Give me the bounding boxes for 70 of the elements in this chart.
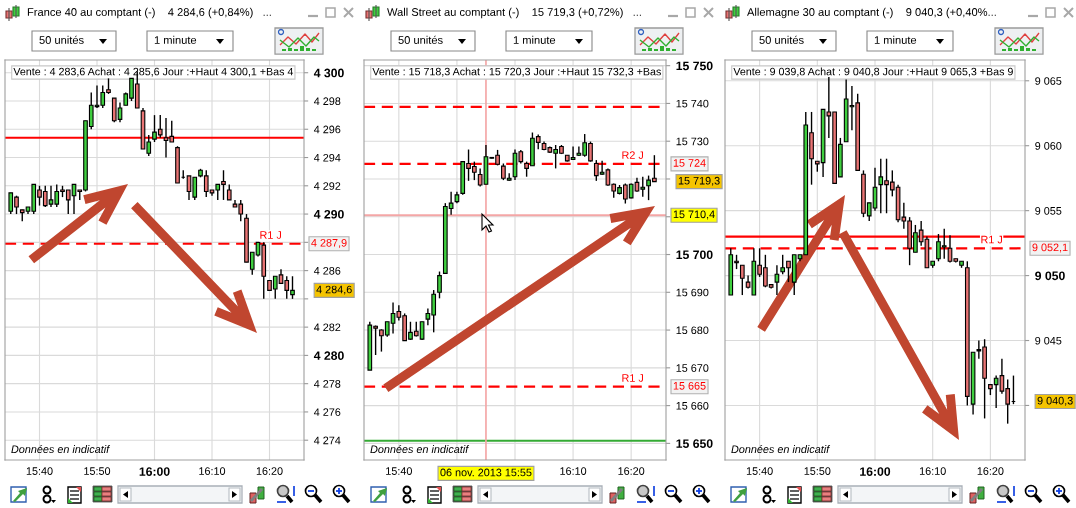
y-tick-label: 4 298 <box>313 97 341 106</box>
text: 1 minute <box>154 35 197 44</box>
x-tick-label: 15:50 <box>804 467 831 475</box>
chart-title: Allemagne 30 au comptant (-) 9 040,3 (+0,40%... <box>747 7 996 19</box>
chart-title: Wall Street au comptant (-) 15 719,3 (+0,72%) ... <box>387 7 641 19</box>
annotation: R1 J <box>622 374 643 382</box>
x-tick-label: 16:20 <box>977 467 1004 475</box>
x-tick-label: 15:50 <box>84 467 111 475</box>
y-tick-label: 4 286 <box>313 266 341 275</box>
ref-line-label: 15 724 <box>673 159 706 167</box>
y-tick-label: 15 680 <box>676 326 709 335</box>
text: 50 unités <box>759 35 804 44</box>
annotation: 4 284,6 <box>316 285 352 295</box>
annotation: R1 J <box>981 235 1002 244</box>
y-tick-label: 9 060 <box>1035 142 1062 150</box>
text: 50 unités <box>39 35 84 44</box>
x-tick-label: 16:20 <box>256 467 283 475</box>
annotation: 9 040,3 <box>1037 396 1073 406</box>
y-tick-label: 4 290 <box>313 209 344 219</box>
x-tick-label: 16:20 <box>618 467 645 475</box>
x-tick-label: 15:40 <box>746 467 773 475</box>
y-tick-label: 9 045 <box>1035 336 1062 345</box>
ref-line-label: 4 287,9 <box>311 238 347 248</box>
y-tick-label: 15 690 <box>676 288 709 297</box>
text: Vente : 15 718,3 Achat : 15 720,3 Jour :+Haut 15 732,3 +Bas <box>372 67 661 77</box>
annotation: Données en indicatif <box>11 444 111 454</box>
annotation: 15 719,3 <box>678 176 720 186</box>
ref-line-label: 06 nov. 2013 15:55 <box>440 468 532 477</box>
x-tick-label: 16:10 <box>919 467 946 475</box>
annotation: Données en indicatif <box>731 444 831 454</box>
y-tick-label: 4 276 <box>313 408 341 416</box>
y-tick-label: 9 050 <box>1035 271 1065 281</box>
text: Vente : 9 039,8 Achat : 9 040,8 Jour :+Haut 9 065,3 +Bas 9 <box>733 67 1013 77</box>
y-tick-label: 4 294 <box>313 153 341 162</box>
candlestick <box>739 264 745 296</box>
ref-line-label: 15 710,4 <box>673 210 715 220</box>
text: 1 minute <box>513 35 556 44</box>
x-tick-label: 16:00 <box>860 467 891 476</box>
x-tick-label: 16:10 <box>560 467 587 475</box>
annotation: R1 J <box>260 231 281 239</box>
x-tick-label: 15:40 <box>26 467 53 475</box>
y-tick-label: 4 296 <box>313 125 341 134</box>
y-tick-label: 4 300 <box>313 68 344 78</box>
annotation: R2 J <box>622 151 643 159</box>
y-tick-label: 15 660 <box>676 401 709 410</box>
x-tick-label: 16:10 <box>199 467 226 475</box>
y-tick-label: 15 750 <box>676 61 713 71</box>
y-tick-label: 4 280 <box>313 351 344 360</box>
y-tick-label: 15 670 <box>676 364 709 372</box>
ref-line-label: 15 665 <box>673 381 706 390</box>
x-tick-label: 15:40 <box>386 467 412 475</box>
y-tick-label: 9 065 <box>1035 77 1062 85</box>
text: 50 unités <box>398 35 443 44</box>
annotation: Données en indicatif <box>370 444 470 454</box>
candlestick <box>437 270 442 300</box>
y-tick-label: 4 278 <box>313 380 341 388</box>
y-tick-label: 4 274 <box>313 436 341 445</box>
chart-title: France 40 au comptant (-) 4 284,6 (+0,84%) ... <box>27 7 271 19</box>
y-tick-label: 15 650 <box>676 439 713 448</box>
text: 1 minute <box>874 35 917 44</box>
ref-line-label: 9 052,1 <box>1032 243 1068 253</box>
candlestick <box>774 264 780 296</box>
x-tick-label: 16:00 <box>139 467 170 476</box>
y-tick-label: 15 740 <box>676 99 709 108</box>
y-tick-label: 4 292 <box>313 182 341 190</box>
y-tick-label: 15 700 <box>676 250 713 260</box>
y-tick-label: 9 055 <box>1035 207 1062 215</box>
y-tick-label: 15 730 <box>676 137 709 146</box>
y-tick-label: 4 282 <box>313 323 341 332</box>
text: Vente : 4 283,6 Achat : 4 285,6 Jour :+Haut 4 300,1 +Bas 4 <box>13 67 294 77</box>
